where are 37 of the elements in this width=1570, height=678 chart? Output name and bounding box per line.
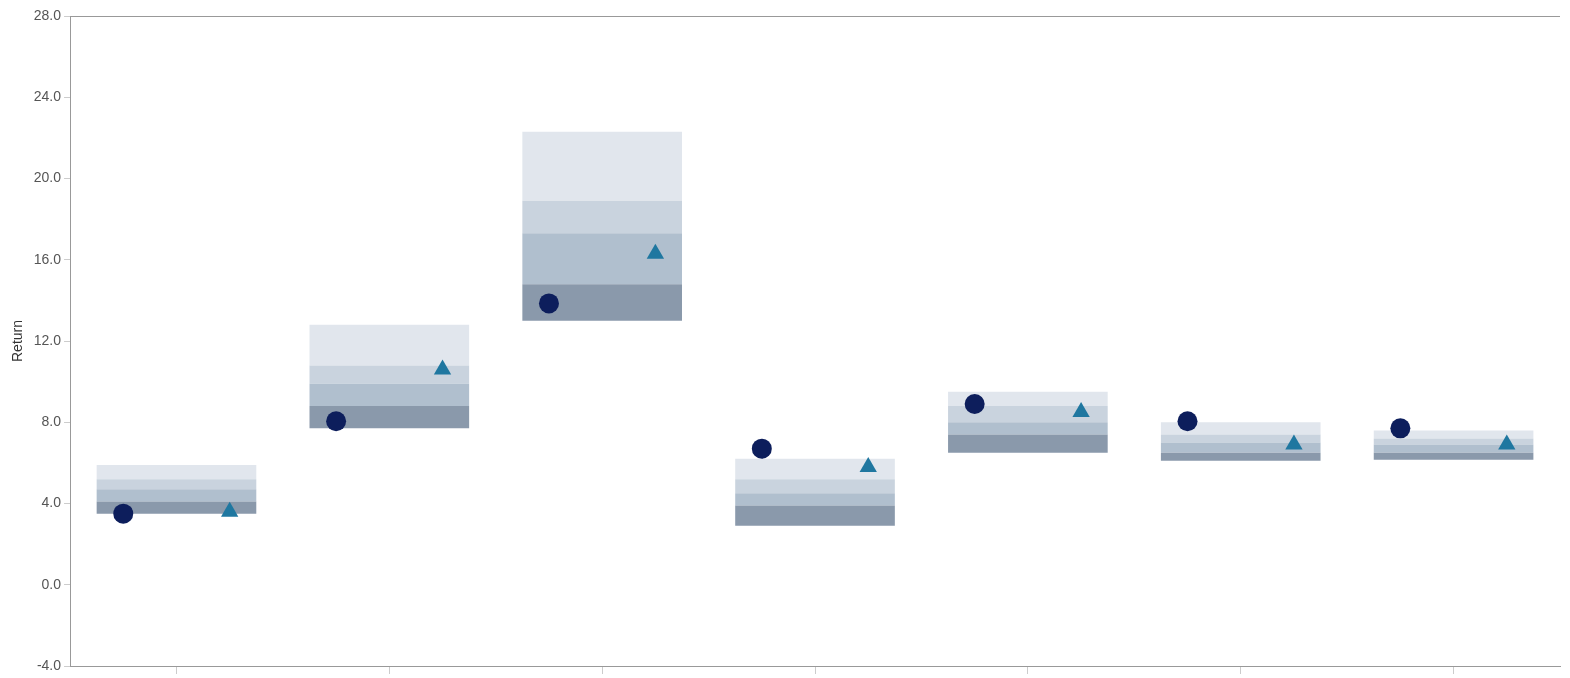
bar [522,131,682,201]
y-axis-title: Return [9,319,26,363]
bar [309,383,470,406]
bar [948,391,1108,406]
y-tick-label: 24.0 [33,88,62,105]
bar [735,505,895,526]
bar [1160,442,1321,453]
y-tick-label: 20.0 [33,169,62,186]
bar [1373,444,1534,453]
bar [1160,434,1321,443]
bar [1160,452,1321,461]
bar [735,493,895,506]
bar [1373,430,1534,439]
y-tick-label: 0.0 [41,575,62,592]
bar [948,422,1108,435]
bar [1373,438,1534,445]
y-tick-label: -4.0 [36,656,62,673]
bar [309,406,470,429]
bar [735,458,895,480]
bar [522,200,682,234]
bar [1373,452,1534,460]
bar [948,434,1108,453]
y-tick-label: 16.0 [33,250,62,267]
bar [948,406,1108,423]
bar [96,489,257,502]
bar [1160,422,1321,435]
bar [735,479,895,494]
bar [309,324,470,366]
bar [96,464,257,480]
y-tick-label: 28.0 [33,6,62,23]
y-tick-label: 12.0 [33,331,62,348]
bar [522,233,682,285]
y-tick-label: 4.0 [41,494,62,511]
bar [309,365,470,384]
y-tick-label: 8.0 [41,413,62,430]
bar [96,479,257,490]
bar [522,284,682,321]
